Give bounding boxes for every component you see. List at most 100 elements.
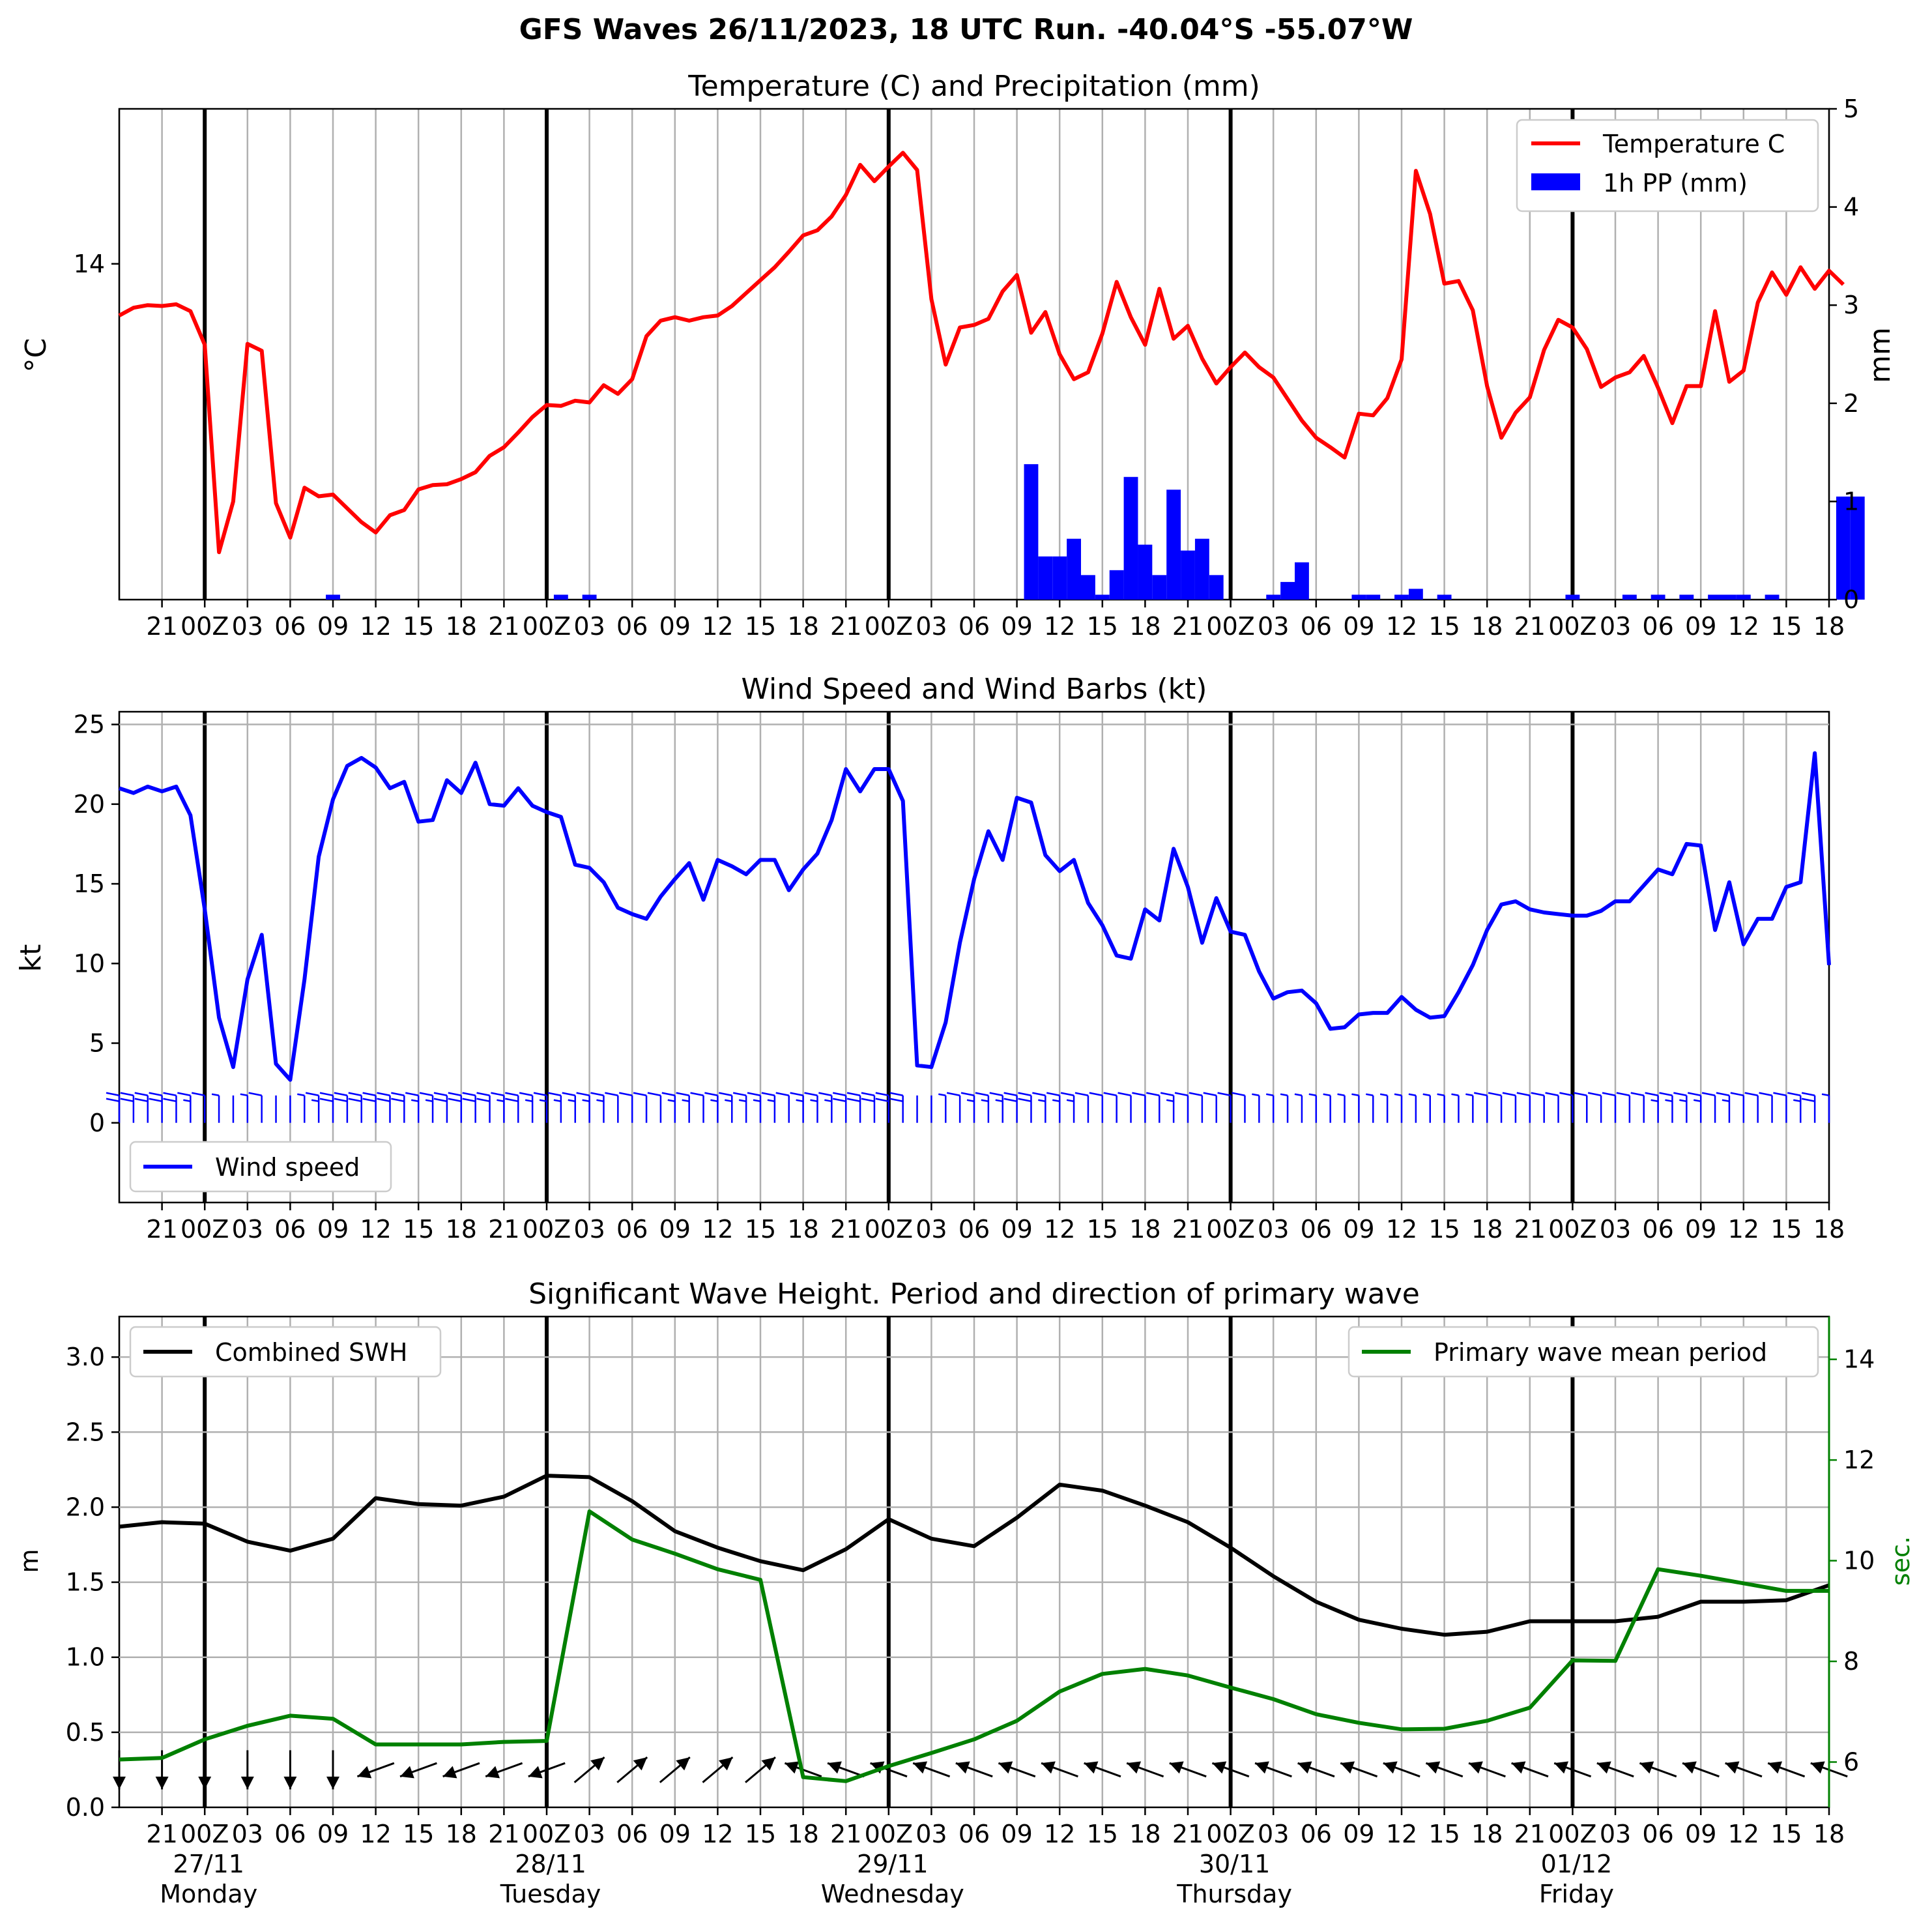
wind-barb-flag [1616,1092,1630,1096]
wave-direction-arrowhead [1768,1761,1783,1774]
precip-bar [1565,594,1580,600]
y-tick-label: 25 [74,710,105,739]
wind-barb-flag [732,1092,747,1096]
x-tick-label: 15 [1087,1820,1118,1848]
wave-direction-arrowhead [400,1766,414,1779]
x-tick-label: 15 [1428,612,1460,641]
wind-barb-flag [1074,1092,1089,1096]
wind-barb-flag [1630,1092,1644,1096]
wind-barb-flag [1473,1092,1488,1096]
wind-barb-flag [120,1092,134,1096]
legend-box [129,1141,392,1193]
wind-barb-flag [149,1098,162,1102]
x-tick-label: 18 [1813,612,1845,641]
x-tick-label: 03 [232,1820,263,1848]
wind-barb-flag [1793,1099,1801,1102]
precip-bar [1152,575,1167,600]
x-tick-label: 18 [1129,612,1161,641]
wind-barb-flag [1018,1092,1031,1096]
wind-barb-flag [605,1092,618,1096]
wind-barb-flag [775,1092,789,1096]
wind-barb-flag [1730,1092,1744,1096]
wind-barb-flag [106,1098,120,1102]
wind-barb-flag [761,1092,775,1096]
precip-bar [1708,594,1722,600]
y-tick-label: 2.0 [66,1493,105,1521]
x-tick-label: 15 [1087,1215,1118,1244]
wave-direction-arrowhead [590,1757,605,1771]
x-tick-label: 06 [1642,612,1673,641]
wind-barb-flag [305,1092,319,1096]
wind-barb-flag [1773,1092,1787,1096]
x-tick-label: 09 [1001,612,1032,641]
wind-barb-flag [810,1099,818,1102]
wave-direction-arrowhead [1682,1761,1697,1774]
wave-direction-arrowhead [1596,1761,1611,1774]
wind-barb-flag [989,1092,1003,1096]
wind-barb-flag [710,1099,718,1102]
wind-barb-flag [818,1092,832,1096]
wind-barb-flag [319,1098,334,1102]
y-axis-label: °C [20,338,53,373]
wind-barb-flag [1366,1093,1374,1096]
wind-barb-flag [519,1092,533,1096]
y-right-tick-label: 5 [1843,95,1859,123]
precip-bar [1722,594,1737,600]
wind-barb-flag [491,1092,504,1096]
x-tick-label: 18 [446,1215,477,1244]
wind-barb-flag [106,1092,120,1096]
x-tick-label: 00Z [865,1820,913,1848]
precip-bar [1679,594,1694,600]
day-date-label: 29/11 [857,1850,929,1878]
wind-barb-flag [1280,1093,1288,1096]
x-tick-label: 06 [1301,612,1332,641]
wind-barb-flag [1060,1092,1074,1096]
wave-direction-arrowhead [1426,1761,1441,1774]
wind-barb-flag [562,1092,575,1096]
precip-bar [1095,594,1110,600]
wave-direction-arrowhead [1084,1761,1099,1774]
wave-direction-arrowhead [1554,1761,1569,1774]
day-name-label: Tuesday [500,1880,601,1908]
y-right-tick-label: 2 [1843,389,1859,418]
legend-temperature-label: Temperature C [1602,130,1785,158]
wind-barb-flag [211,1093,220,1096]
wind-barb-flag [348,1098,362,1102]
wind-barb-flag [1160,1092,1174,1096]
day-date-label: 30/11 [1199,1850,1271,1878]
wind-barb-flag [419,1092,433,1096]
wind-barb-flag [1232,1092,1245,1096]
precip-bar [1280,581,1295,600]
wave-direction-arrowhead [1725,1761,1740,1774]
wind-barb-flag [1265,1093,1274,1096]
x-tick-label: 06 [959,612,990,641]
wave-direction-arrowhead [1383,1761,1398,1774]
wind-barb-flag [1308,1093,1317,1096]
wind-barb-flag [1651,1099,1658,1102]
x-tick-label: 06 [1301,1820,1332,1848]
wind-barb-flag [191,1092,205,1096]
wind-barb-flag [981,1099,989,1102]
precip-bar [1209,575,1224,600]
precip-bar [1194,538,1209,600]
x-tick-label: 09 [659,1215,691,1244]
precip-bar [1266,594,1281,600]
period-line [119,1509,1829,1783]
precip-bar [1408,589,1423,600]
wave-direction-arrowhead [1127,1761,1142,1774]
wind-barb-flag [1787,1092,1801,1096]
wind-barb-flag [1559,1092,1573,1096]
y-tick-label: 0 [89,1109,105,1137]
wind-barb-flag [553,1099,562,1102]
wind-barb-flag [889,1092,903,1096]
x-tick-label: 12 [1386,612,1417,641]
x-tick-label: 15 [1770,612,1802,641]
wind-barb-flag [1545,1092,1559,1096]
wind-barb-flag [177,1092,191,1096]
wind-barb-flag [590,1092,604,1096]
x-tick-label: 12 [702,612,733,641]
wave-direction-arrowhead [785,1761,800,1774]
x-tick-label: 00Z [1548,612,1596,641]
